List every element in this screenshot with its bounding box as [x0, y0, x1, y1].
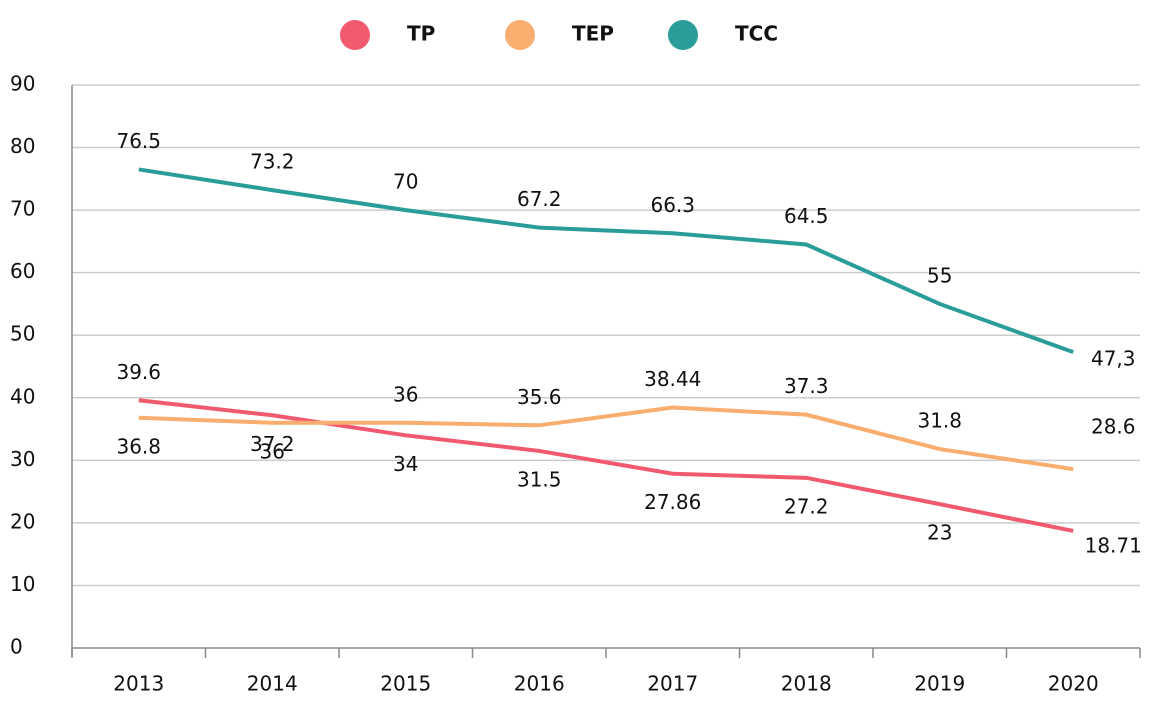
data-label: 47,3 [1091, 347, 1136, 371]
data-label: 64.5 [784, 204, 829, 228]
legend-swatch [668, 20, 698, 50]
line [138, 167, 1074, 354]
legend-label: TCC [735, 22, 778, 46]
data-label: 31.8 [917, 409, 962, 433]
data-label: 73.2 [250, 150, 295, 174]
data-label: 67.2 [517, 187, 562, 211]
data-label: 70 [393, 170, 418, 194]
legend-swatch [505, 20, 535, 50]
x-tick-label: 2018 [781, 672, 832, 696]
data-label: 35.6 [517, 385, 562, 409]
y-tick-label: 60 [10, 259, 35, 283]
data-label: 31.5 [517, 467, 562, 491]
legend-label: TP [407, 22, 435, 46]
x-tick-label: 2020 [1048, 672, 1099, 696]
x-tick-label: 2019 [914, 672, 965, 696]
y-tick-label: 80 [10, 134, 35, 158]
data-label: 39.6 [116, 360, 161, 384]
y-tick-label: 30 [10, 447, 35, 471]
x-tick-label: 2013 [113, 672, 164, 696]
data-label: 28.6 [1091, 415, 1136, 439]
data-label: 23 [927, 521, 952, 545]
legend-label: TEP [572, 22, 614, 46]
x-tick-label: 2015 [380, 672, 431, 696]
data-label: 55 [927, 263, 952, 287]
legend-swatch [340, 20, 370, 50]
data-label: 36 [393, 382, 418, 406]
line [138, 405, 1074, 472]
data-label: 36.8 [116, 434, 161, 458]
data-label: 37.3 [784, 374, 829, 398]
data-label: 36 [260, 439, 285, 463]
data-label: 66.3 [650, 193, 695, 217]
data-label: 37.2 [250, 432, 295, 456]
y-tick-label: 0 [10, 635, 23, 659]
x-tick-label: 2017 [647, 672, 698, 696]
data-label: 18.71 [1085, 533, 1142, 557]
data-label: 27.86 [644, 490, 701, 514]
y-tick-label: 20 [10, 509, 35, 533]
x-tick-label: 2014 [247, 672, 298, 696]
y-tick-label: 50 [10, 322, 35, 346]
data-label: 27.2 [784, 494, 829, 518]
line [138, 398, 1074, 533]
y-tick-label: 40 [10, 384, 35, 408]
y-tick-label: 10 [10, 572, 35, 596]
data-label: 34 [393, 452, 418, 476]
data-label: 38.44 [644, 367, 701, 391]
y-tick-label: 70 [10, 197, 35, 221]
x-tick-label: 2016 [514, 672, 565, 696]
y-tick-label: 90 [10, 72, 35, 96]
data-label: 76.5 [116, 129, 161, 153]
